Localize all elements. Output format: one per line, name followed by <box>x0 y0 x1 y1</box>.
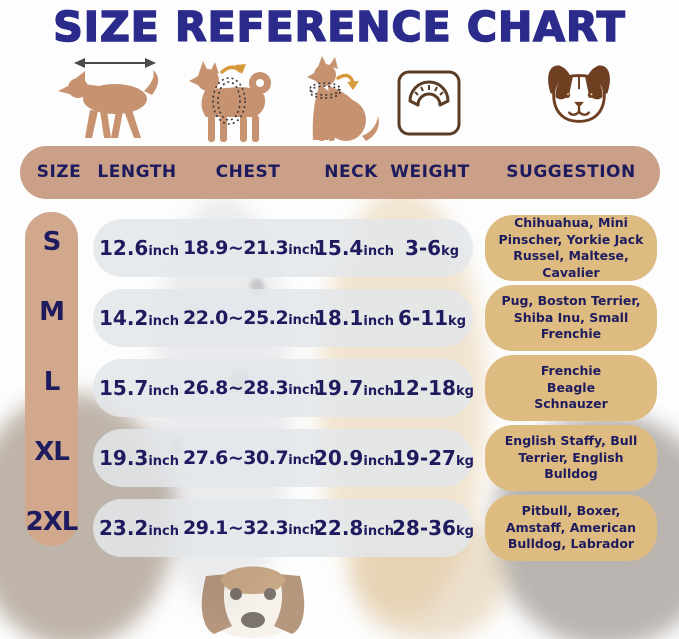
weight-value: 6-11kg <box>397 306 466 330</box>
size-column: S M L XL 2XL <box>25 212 78 546</box>
row-pill <box>93 219 473 277</box>
weight-value: 3-6kg <box>404 236 460 260</box>
table-header: SIZE LENGTH CHEST NECK WEIGHT SUGGESTION <box>20 146 660 199</box>
neck-value: 22.8inch <box>314 516 395 540</box>
header-suggestion: SUGGESTION <box>506 162 636 182</box>
measurement-icons-row <box>0 54 679 146</box>
neck-value: 15.4inch <box>314 236 395 260</box>
weight-value: 19-27kg <box>392 446 474 470</box>
neck-value: 18.1inch <box>314 306 395 330</box>
table-row: 12.6inch 18.9~21.3inch 15.4inch 3-6kg Ch… <box>0 213 679 283</box>
length-value: 19.3inch <box>98 446 180 470</box>
dog-neck-measure-icon <box>294 56 390 148</box>
table-row: 19.3inch 27.6~30.7inch 20.9inch 19-27kg … <box>0 423 679 493</box>
length-value: 15.7inch <box>98 376 180 400</box>
weight-scale-icon <box>396 68 462 142</box>
size-label-s: S <box>42 227 62 257</box>
suggestion-bubble: Pitbull, Boxer, Amstaff, American Bulldo… <box>485 495 657 561</box>
row-pill <box>93 289 473 347</box>
suggestion-bubble: Pug, Boston Terrier, Shiba Inu, Small Fr… <box>485 285 657 351</box>
length-value: 23.2inch <box>98 516 180 540</box>
header-neck: NECK <box>324 162 378 182</box>
neck-value: 19.7inch <box>314 376 395 400</box>
size-label-2xl: 2XL <box>25 507 79 537</box>
row-pill <box>93 359 473 417</box>
table-row: 14.2inch 22.0~25.2inch 18.1inch 6-11kg P… <box>0 283 679 353</box>
weight-value: 28-36kg <box>392 516 474 540</box>
suggestion-bubble: Chihuahua, Mini Pinscher, Yorkie Jack Ru… <box>485 215 657 281</box>
row-pill <box>93 429 473 487</box>
size-label-m: M <box>39 297 65 327</box>
dog-chest-measure-icon <box>172 58 284 148</box>
chest-value: 26.8~28.3inch <box>183 377 319 399</box>
chest-value: 22.0~25.2inch <box>183 307 319 329</box>
table-row: 15.7inch 26.8~28.3inch 19.7inch 12-18kg … <box>0 353 679 423</box>
weight-value: 12-18kg <box>392 376 474 400</box>
size-label-xl: XL <box>34 437 70 467</box>
suggestion-bubble: English Staffy, Bull Terrier, English Bu… <box>485 425 657 491</box>
dog-length-measure-icon <box>48 54 186 146</box>
chest-value: 18.9~21.3inch <box>183 237 319 259</box>
frenchie-head-icon <box>540 62 618 136</box>
length-value: 14.2inch <box>98 306 180 330</box>
header-length: LENGTH <box>97 162 177 182</box>
chest-value: 27.6~30.7inch <box>183 447 319 469</box>
suggestion-bubble: Frenchie Beagle Schnauzer <box>485 355 657 421</box>
header-chest: CHEST <box>215 162 281 182</box>
header-weight: WEIGHT <box>390 162 470 182</box>
length-value: 12.6inch <box>98 236 180 260</box>
table-row: 23.2inch 29.1~32.3inch 22.8inch 28-36kg … <box>0 493 679 563</box>
page-title: SIZE REFERENCE CHART <box>52 2 626 52</box>
chest-value: 29.1~32.3inch <box>183 517 319 539</box>
size-label-l: L <box>43 367 61 397</box>
header-size: SIZE <box>36 162 82 182</box>
neck-value: 20.9inch <box>314 446 395 470</box>
